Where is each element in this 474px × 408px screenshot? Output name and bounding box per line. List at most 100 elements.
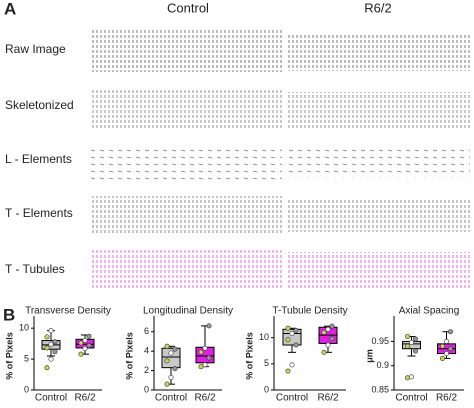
y-tick-label: 0.95 xyxy=(371,336,389,346)
x-tick-label: R6/2 xyxy=(436,393,458,403)
panel-letter: A xyxy=(4,0,16,18)
data-point xyxy=(443,351,449,357)
y-tick-label: 5 xyxy=(24,353,29,363)
data-point xyxy=(168,350,174,356)
data-point xyxy=(86,342,92,348)
data-point xyxy=(78,340,84,346)
data-point xyxy=(293,342,299,348)
data-point xyxy=(52,339,58,345)
micrograph xyxy=(90,250,282,290)
y-tick-label: 4 xyxy=(144,346,149,356)
data-point xyxy=(447,346,453,352)
data-point xyxy=(321,349,327,355)
y-tick-label: 10 xyxy=(19,323,29,333)
data-point xyxy=(325,326,331,332)
data-point xyxy=(48,356,54,362)
row-label: Skeletonized xyxy=(5,98,74,112)
data-point xyxy=(408,374,414,380)
y-axis-label: % of Pixels xyxy=(4,332,14,380)
data-point xyxy=(293,327,299,333)
micrograph xyxy=(90,90,282,128)
y-axis-label: μm xyxy=(364,349,374,363)
micrograph xyxy=(288,33,470,71)
data-point xyxy=(168,374,174,380)
micrograph xyxy=(90,196,282,234)
data-point xyxy=(289,362,295,368)
x-tick-label: Control xyxy=(35,393,67,403)
chart-title: Axial Spacing xyxy=(399,306,460,317)
column-label: Control xyxy=(167,0,209,15)
panel-letter: B xyxy=(3,305,15,324)
data-point xyxy=(44,365,50,371)
x-tick-label: R6/2 xyxy=(74,393,96,403)
data-point xyxy=(439,355,445,361)
y-tick-label: 0.85 xyxy=(371,384,389,394)
micrograph xyxy=(288,145,470,178)
micrograph xyxy=(288,252,470,288)
data-point xyxy=(86,333,92,339)
data-point xyxy=(172,346,178,352)
data-point xyxy=(164,358,170,364)
data-point xyxy=(285,325,291,331)
y-tick-label: 5 xyxy=(264,358,269,368)
data-point xyxy=(164,343,170,349)
data-point xyxy=(78,351,84,357)
data-point xyxy=(404,343,410,349)
data-point xyxy=(408,339,414,345)
row-label: L - Elements xyxy=(5,152,72,166)
y-axis-label: % of Pixels xyxy=(244,332,254,380)
row-label: T - Tubules xyxy=(5,262,65,276)
data-point xyxy=(325,342,331,348)
data-point xyxy=(206,323,212,329)
data-point xyxy=(52,349,58,355)
data-point xyxy=(404,375,410,381)
x-tick-label: R6/2 xyxy=(194,393,216,403)
y-tick-label: 6 xyxy=(144,326,149,336)
chart-title: Transverse Density xyxy=(25,306,111,317)
data-point xyxy=(198,364,204,370)
micrograph xyxy=(288,198,470,232)
x-tick-label: R6/2 xyxy=(317,393,339,403)
data-point xyxy=(164,381,170,387)
micrograph xyxy=(90,30,282,72)
data-point xyxy=(202,362,208,368)
data-point xyxy=(48,328,54,334)
data-point xyxy=(447,329,453,335)
y-tick-label: 2 xyxy=(144,365,149,375)
panel-a: A Control R6/2 Raw Image Skeletonized L … xyxy=(4,0,470,290)
data-point xyxy=(329,336,335,342)
data-point xyxy=(412,336,418,342)
y-tick-label: 0.9 xyxy=(376,360,389,370)
y-tick-label: 10 xyxy=(259,332,269,342)
data-point xyxy=(198,349,204,355)
data-point xyxy=(82,346,88,352)
x-tick-label: Control xyxy=(395,393,427,403)
micrograph xyxy=(90,145,282,180)
data-point xyxy=(412,348,418,354)
data-point xyxy=(289,331,295,337)
x-tick-label: Control xyxy=(155,393,187,403)
column-label: R6/2 xyxy=(364,0,391,15)
data-point xyxy=(48,341,54,347)
y-axis-label: % of Pixels xyxy=(124,332,134,380)
data-point xyxy=(439,343,445,349)
data-point xyxy=(404,334,410,340)
chart-title: Longitudinal Density xyxy=(143,306,233,317)
data-point xyxy=(443,338,449,344)
data-point xyxy=(202,345,208,351)
data-point xyxy=(82,338,88,344)
chart-title: T-Tubule Density xyxy=(272,306,347,317)
data-point xyxy=(329,323,335,329)
y-tick-label: 0 xyxy=(24,384,29,394)
y-tick-label: 0 xyxy=(144,384,149,394)
data-point xyxy=(285,368,291,374)
x-tick-label: Control xyxy=(276,393,308,403)
data-point xyxy=(44,345,50,351)
row-label: Raw Image xyxy=(5,42,66,56)
data-point xyxy=(285,337,291,343)
data-point xyxy=(172,366,178,372)
row-label: T - Elements xyxy=(5,206,73,220)
data-point xyxy=(206,355,212,361)
micrograph xyxy=(288,92,470,128)
